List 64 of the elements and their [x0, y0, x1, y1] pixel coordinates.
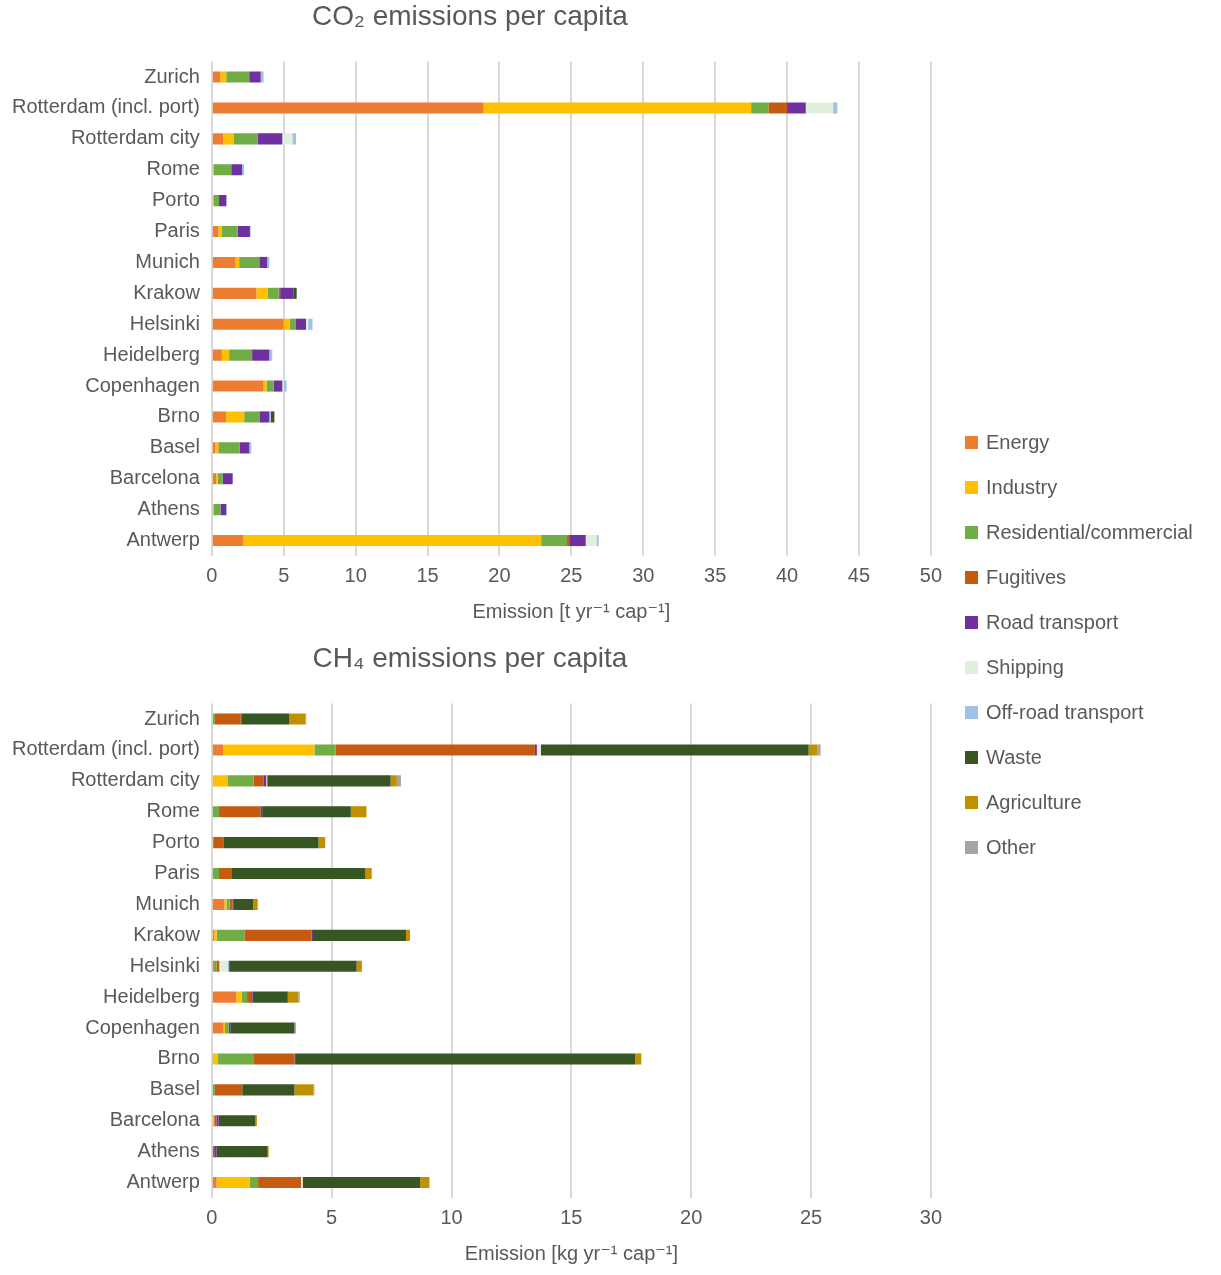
y-tick-label: Porto: [152, 830, 200, 853]
x-tick-label: 20: [680, 1205, 703, 1228]
chart-title: CH₄ emissions per capita: [312, 641, 628, 673]
x-tick-label: 5: [326, 1205, 338, 1228]
x-tick-label: 15: [560, 1205, 583, 1228]
y-tick-label: Barcelona: [109, 1108, 201, 1131]
x-tick-label: 25: [560, 563, 583, 586]
y-tick-label: Rotterdam city: [70, 126, 200, 149]
legend-label: Fugitives: [986, 566, 1067, 589]
y-tick-label: Copenhagen: [85, 373, 200, 396]
y-tick-label: Helsinki: [129, 953, 200, 976]
y-tick-label: Copenhagen: [85, 1015, 200, 1038]
y-tick-label: Krakow: [133, 280, 201, 303]
y-tick-label: Brno: [157, 1046, 200, 1069]
y-tick-label: Antwerp: [126, 528, 200, 551]
chart-title: CO₂ emissions per capita: [312, 0, 629, 31]
x-tick-label: 5: [278, 563, 290, 586]
x-tick-label: 30: [632, 563, 655, 586]
x-axis-title: Emission [kg yr⁻¹ cap⁻¹]: [464, 1241, 679, 1264]
y-tick-label: Rome: [146, 157, 200, 180]
y-tick-label: Athens: [137, 497, 200, 520]
x-tick-label: 10: [344, 563, 367, 586]
y-tick-label: Krakow: [133, 922, 201, 945]
legend-label: Industry: [986, 476, 1058, 499]
x-tick-label: 50: [919, 563, 942, 586]
legend-label: Agriculture: [986, 791, 1082, 814]
y-tick-label: Basel: [149, 1077, 200, 1100]
legend-label: Residential/commercial: [986, 521, 1193, 544]
y-tick-label: Rotterdam (incl. port): [11, 737, 200, 760]
y-tick-label: Rotterdam city: [70, 768, 200, 791]
x-tick-label: 0: [206, 563, 218, 586]
x-axis-title: Emission [t yr⁻¹ cap⁻¹]: [472, 599, 671, 622]
y-tick-label: Paris: [154, 861, 200, 884]
x-tick-label: 30: [919, 1205, 942, 1228]
y-tick-label: Zurich: [144, 64, 200, 87]
y-tick-label: Munich: [135, 891, 200, 914]
y-tick-label: Barcelona: [109, 466, 201, 489]
legend-label: Waste: [986, 746, 1042, 769]
x-tick-label: 10: [440, 1205, 463, 1228]
legend-label: Off-road transport: [986, 701, 1144, 724]
y-tick-label: Antwerp: [126, 1170, 200, 1193]
y-tick-label: Paris: [154, 219, 200, 242]
legend-label: Other: [986, 836, 1037, 859]
y-tick-label: Helsinki: [129, 311, 200, 334]
legend-label: Energy: [986, 431, 1050, 454]
y-tick-label: Basel: [149, 435, 200, 458]
y-tick-label: Athens: [137, 1139, 200, 1162]
y-tick-label: Brno: [157, 404, 200, 427]
y-tick-label: Munich: [135, 249, 200, 272]
x-tick-label: 35: [704, 563, 727, 586]
x-tick-label: 40: [775, 563, 799, 586]
x-tick-label: 20: [488, 563, 511, 586]
y-tick-label: Heidelberg: [103, 342, 200, 365]
x-tick-label: 0: [206, 1205, 218, 1228]
legend-label: Road transport: [986, 611, 1119, 634]
y-tick-label: Zurich: [144, 706, 200, 729]
x-tick-label: 25: [799, 1205, 823, 1228]
x-tick-label: 45: [847, 563, 871, 586]
legend-label: Shipping: [986, 656, 1064, 679]
x-tick-label: 15: [416, 563, 439, 586]
y-tick-label: Heidelberg: [103, 984, 200, 1007]
y-tick-label: Porto: [152, 188, 200, 211]
y-tick-label: Rotterdam (incl. port): [11, 95, 200, 118]
y-tick-label: Rome: [146, 799, 200, 822]
